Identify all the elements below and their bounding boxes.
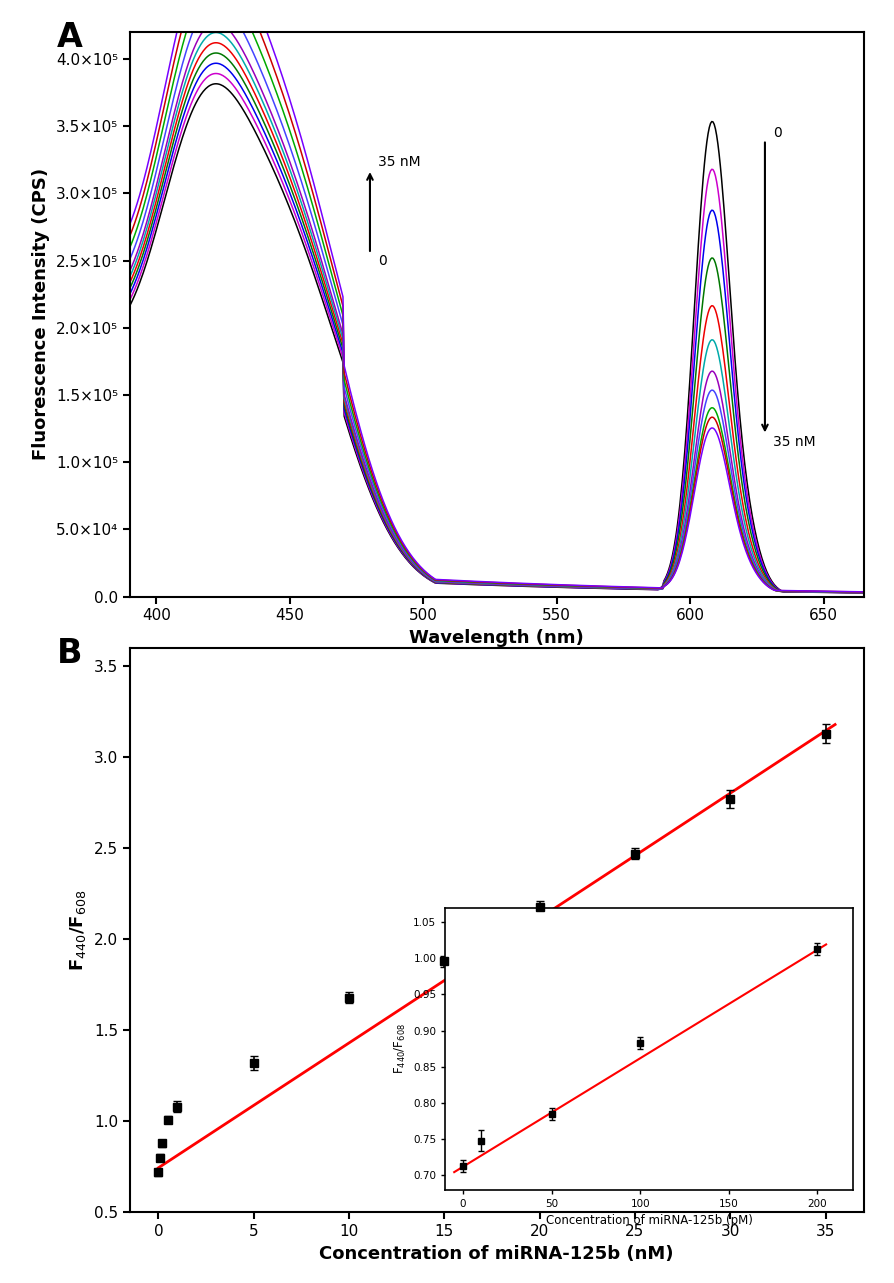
X-axis label: Concentration of miRNA-125b (nM): Concentration of miRNA-125b (nM) — [319, 1245, 673, 1262]
Text: 35 nM: 35 nM — [377, 155, 420, 169]
Text: 35 nM: 35 nM — [772, 435, 814, 449]
Text: A: A — [56, 21, 82, 54]
X-axis label: Wavelength (nm): Wavelength (nm) — [409, 629, 584, 647]
Text: 0: 0 — [772, 126, 780, 140]
Text: 0: 0 — [377, 254, 386, 268]
Text: B: B — [56, 636, 81, 670]
Y-axis label: Fluorescence Intensity (CPS): Fluorescence Intensity (CPS) — [32, 168, 50, 461]
Y-axis label: F$_{440}$/F$_{608}$: F$_{440}$/F$_{608}$ — [68, 889, 89, 971]
